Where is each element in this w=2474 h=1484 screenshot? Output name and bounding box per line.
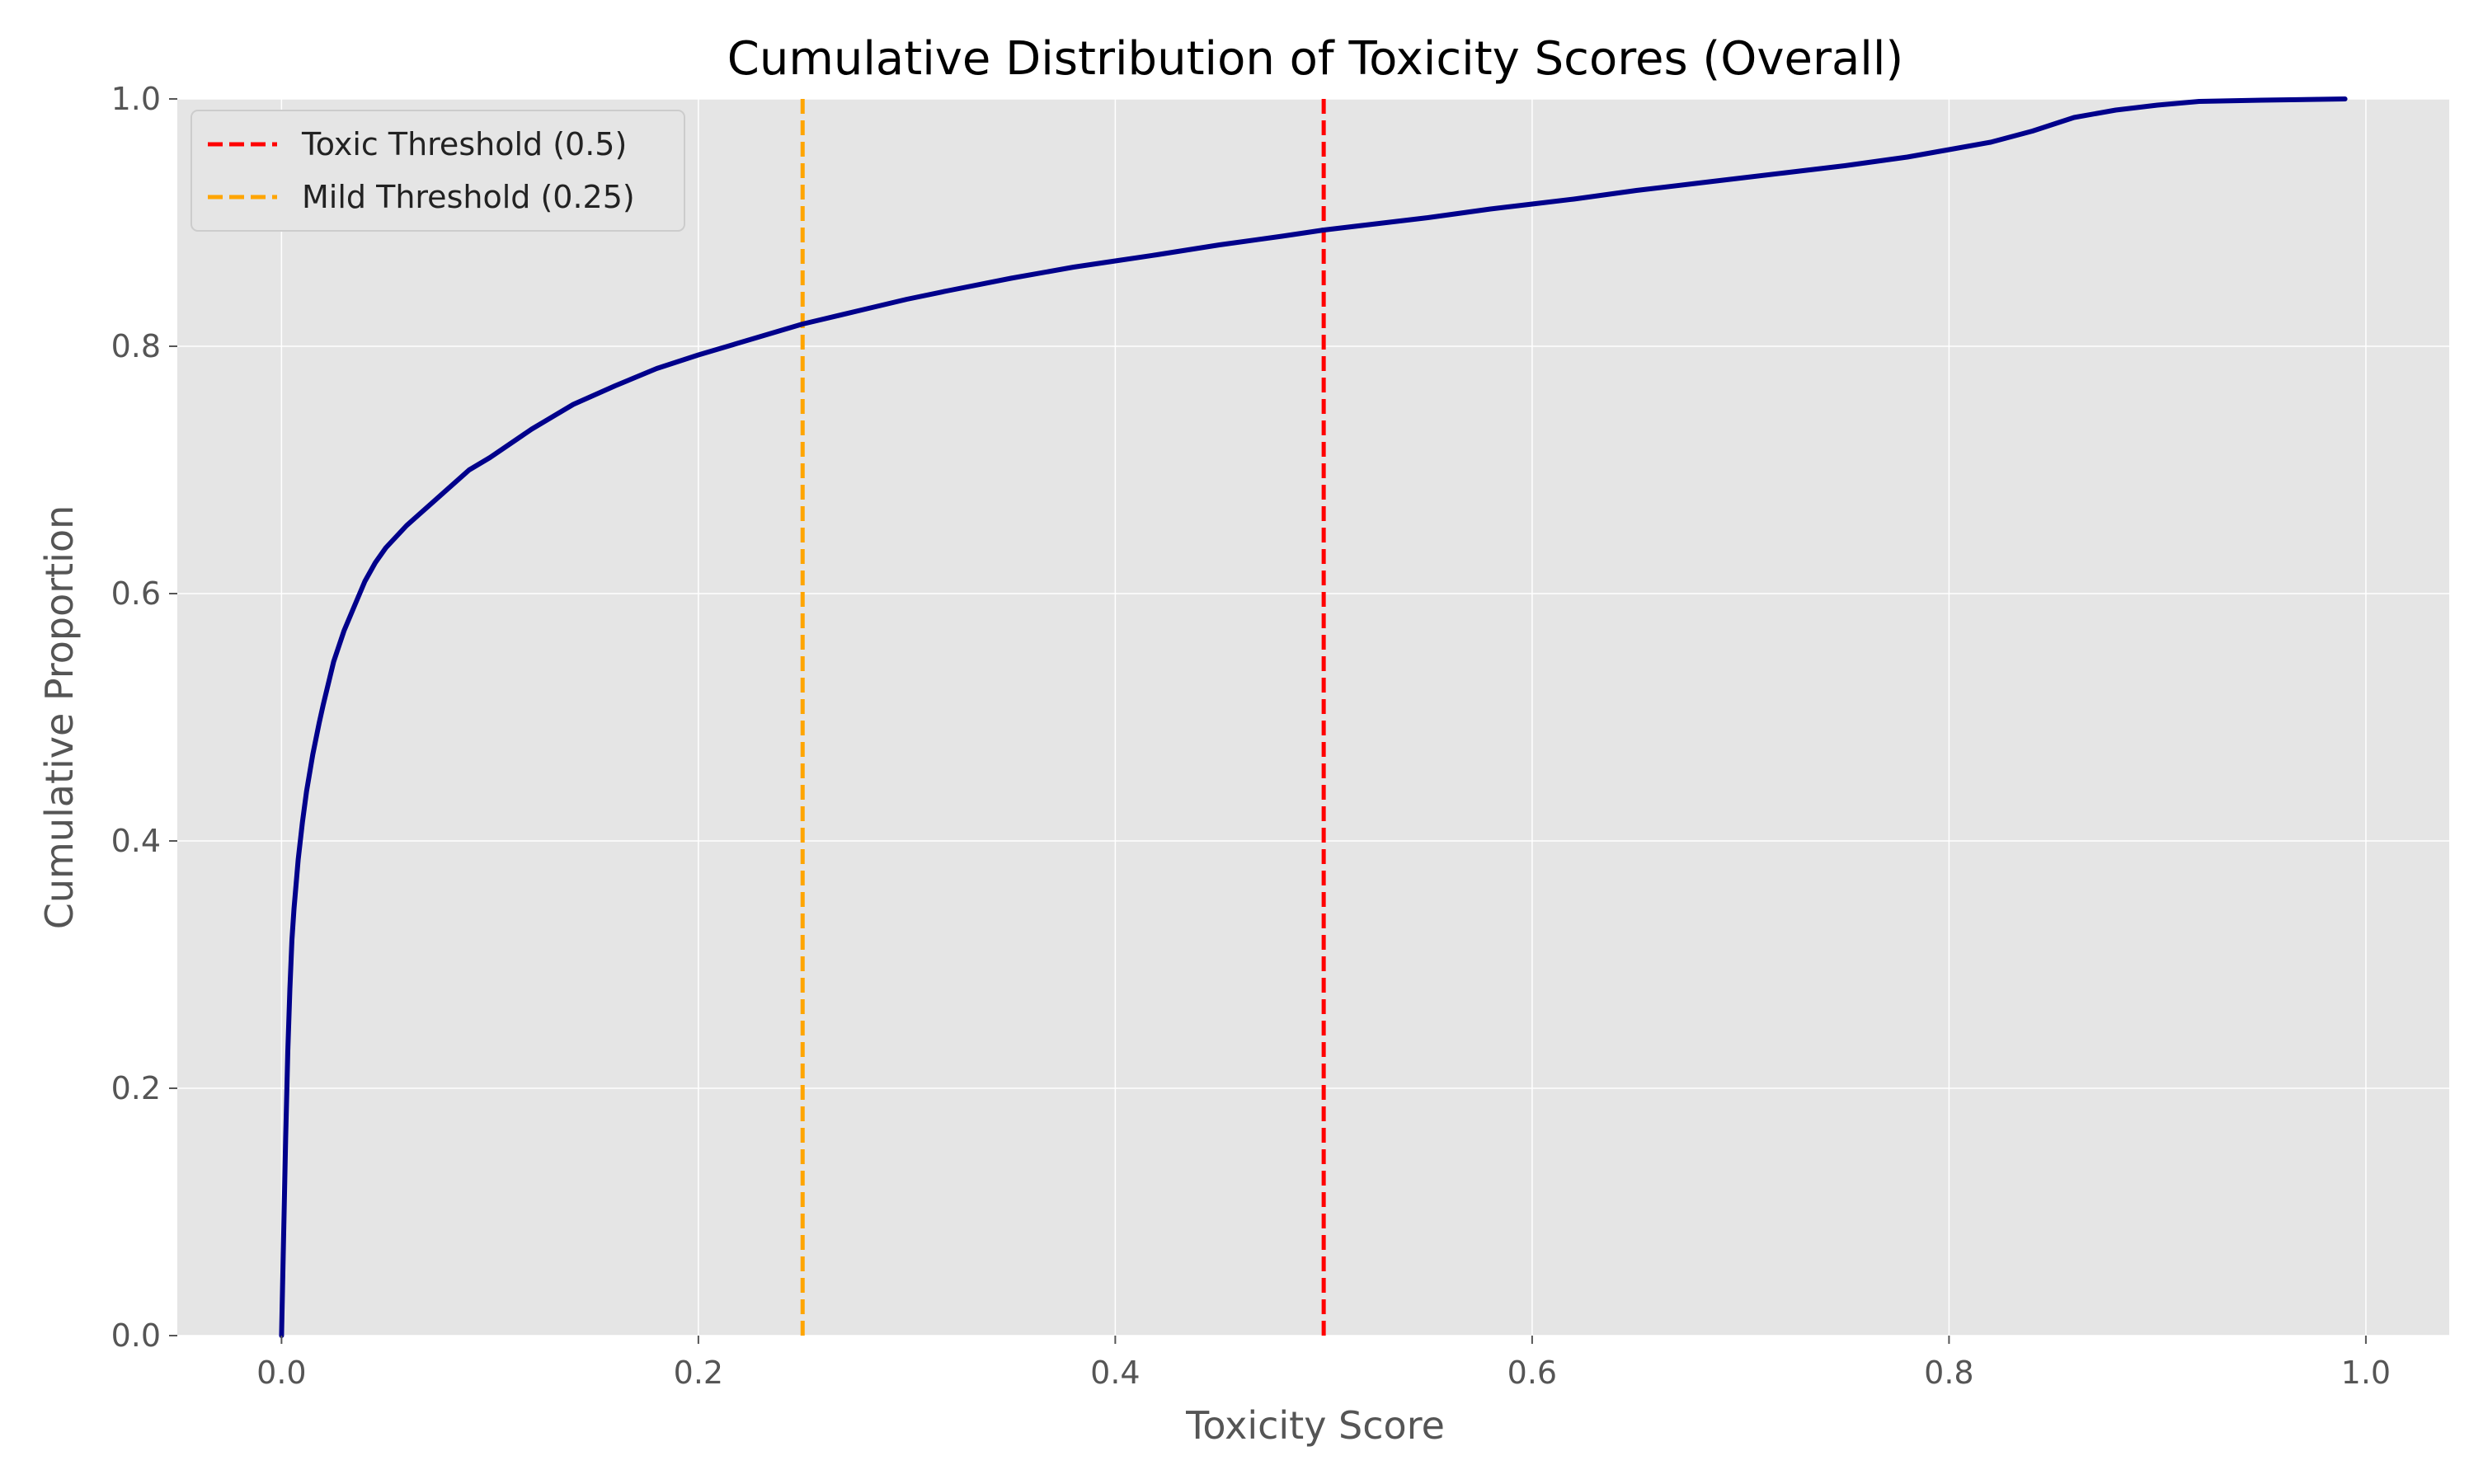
- y-axis: 0.0 0.2 0.4 0.6 0.8 1.0: [111, 81, 177, 1354]
- y-tick-label: 0.2: [111, 1070, 161, 1106]
- chart-title: Cumulative Distribution of Toxicity Scor…: [727, 32, 1904, 86]
- grid-lines: [177, 98, 2449, 1336]
- x-axis-label: Toxicity Score: [1185, 1403, 1445, 1448]
- y-tick-label: 0.0: [111, 1317, 161, 1354]
- y-tick-label: 0.4: [111, 823, 161, 859]
- threshold-lines: [800, 99, 1326, 1336]
- x-tick-label: 0.2: [674, 1355, 723, 1391]
- y-tick-label: 0.6: [111, 575, 161, 612]
- y-tick-label: 0.8: [111, 328, 161, 364]
- x-axis: 0.0 0.2 0.4 0.6 0.8 1.0: [256, 1336, 2391, 1391]
- cdf-series-line: [279, 96, 2348, 1338]
- plot-area: [177, 99, 2449, 1336]
- y-axis-label: Cumulative Proportion: [37, 505, 82, 930]
- legend-label-toxic: Toxic Threshold (0.5): [301, 126, 627, 162]
- x-tick-label: 0.0: [256, 1355, 306, 1391]
- x-tick-label: 0.6: [1507, 1355, 1557, 1391]
- legend-label-mild: Mild Threshold (0.25): [302, 179, 635, 215]
- x-tick-label: 0.8: [1924, 1355, 1973, 1391]
- x-tick-label: 1.0: [2341, 1355, 2391, 1391]
- legend-box: [190, 110, 685, 232]
- legend: Toxic Threshold (0.5) Mild Threshold (0.…: [190, 110, 685, 232]
- y-tick-label: 1.0: [111, 81, 161, 117]
- x-tick-label: 0.4: [1090, 1355, 1140, 1391]
